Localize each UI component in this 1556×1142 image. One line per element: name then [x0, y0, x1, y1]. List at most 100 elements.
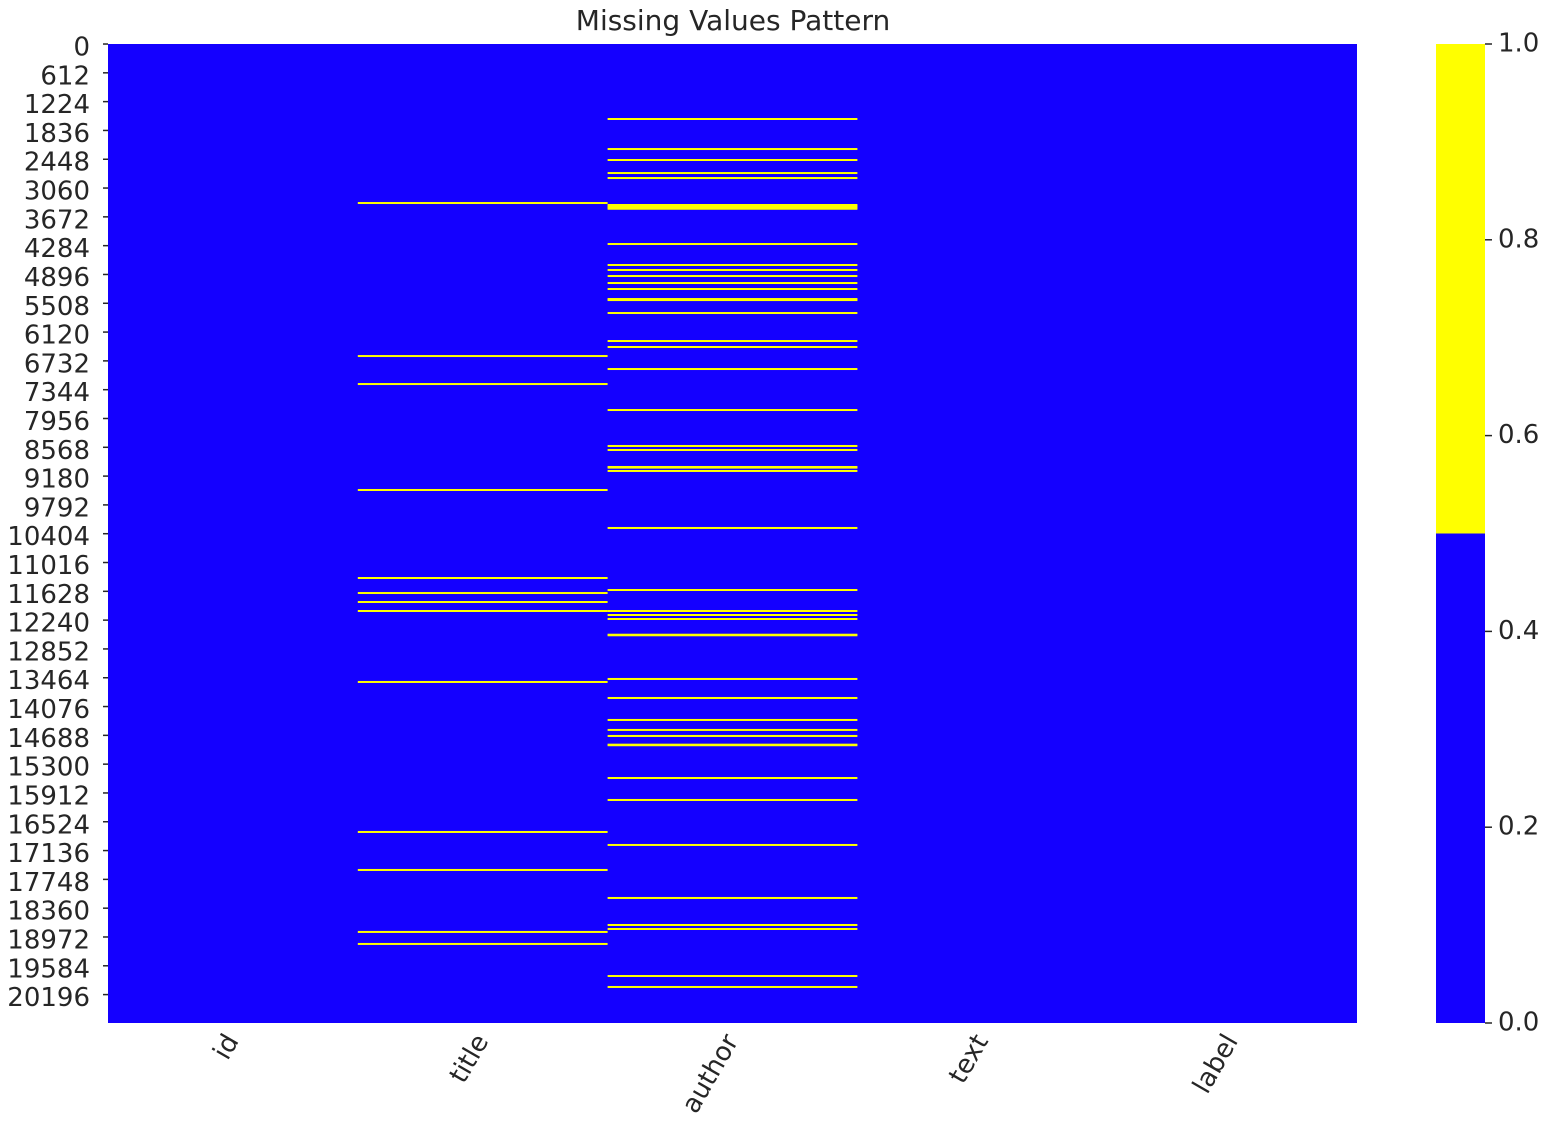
missing-cell — [357, 355, 608, 358]
missing-cell — [357, 942, 608, 945]
y-tick-label: 3060 — [24, 177, 90, 207]
missing-cell — [357, 830, 608, 833]
y-tick-label: 3672 — [24, 205, 90, 235]
missing-cell — [607, 734, 858, 737]
missing-cell — [607, 613, 858, 616]
missing-cell — [607, 158, 858, 161]
missing-cell — [357, 601, 608, 604]
x-tick-label: title — [444, 1029, 495, 1088]
missing-cell — [607, 148, 858, 151]
x-tick-label: label — [1187, 1029, 1244, 1098]
missing-cell — [607, 466, 858, 469]
y-tick-label: 15300 — [7, 753, 90, 783]
missing-cell — [607, 896, 858, 899]
y-tick-label: 7344 — [24, 378, 90, 408]
missing-cell — [607, 744, 858, 747]
missing-cell — [607, 696, 858, 699]
y-tick-label: 9792 — [24, 493, 90, 523]
y-tick-label: 11628 — [7, 580, 90, 610]
missing-cell — [607, 923, 858, 926]
y-tick-label: 1224 — [24, 90, 90, 120]
missing-cell — [607, 299, 858, 302]
missing-cell — [607, 282, 858, 285]
missing-cell — [607, 264, 858, 267]
colorbar-low — [1436, 533, 1485, 1023]
missing-cell — [607, 589, 858, 592]
y-tick-label: 8568 — [24, 436, 90, 466]
colorbar-high — [1436, 44, 1485, 534]
missing-cell — [357, 680, 608, 683]
y-tick-label: 12852 — [7, 637, 90, 667]
y-tick-label: 19584 — [7, 954, 90, 984]
missing-cell — [607, 409, 858, 412]
missing-cell — [357, 202, 608, 205]
y-tick-label: 13464 — [7, 666, 90, 696]
missing-cell — [607, 469, 858, 472]
y-tick-label: 6120 — [24, 321, 90, 351]
y-tick-label: 17748 — [7, 868, 90, 898]
missing-cell — [607, 118, 858, 121]
missing-cell — [607, 718, 858, 721]
x-tick-label: text — [943, 1029, 995, 1088]
y-tick-label: 11016 — [7, 551, 90, 581]
y-tick-label: 6732 — [24, 349, 90, 379]
missing-cell — [607, 207, 858, 210]
missing-cell — [607, 927, 858, 930]
missing-cell — [357, 930, 608, 933]
missing-cell — [357, 383, 608, 386]
y-tick-label: 1836 — [24, 119, 90, 149]
missing-cell — [357, 592, 608, 595]
y-tick-label: 18972 — [7, 925, 90, 955]
missing-cell — [607, 268, 858, 271]
colorbar-tick-label: 0.0 — [1498, 1008, 1539, 1038]
y-tick-label: 14688 — [7, 724, 90, 754]
y-tick-label: 9180 — [24, 465, 90, 495]
missing-cell — [607, 444, 858, 447]
missing-cell — [357, 609, 608, 612]
missing-cell — [607, 340, 858, 343]
y-tick-label: 17136 — [7, 839, 90, 869]
y-tick-label: 12240 — [7, 609, 90, 639]
missing-cell — [607, 985, 858, 988]
y-tick-label: 18360 — [7, 897, 90, 927]
missing-cell — [607, 177, 858, 180]
missing-cell — [607, 275, 858, 278]
y-tick-label: 4896 — [24, 263, 90, 293]
missing-cell — [607, 609, 858, 612]
missing-cell — [607, 448, 858, 451]
missing-cell — [607, 634, 858, 637]
missing-cell — [607, 288, 858, 291]
y-tick-label: 16524 — [7, 810, 90, 840]
missing-cell — [607, 798, 858, 801]
colorbar-tick-label: 0.4 — [1498, 616, 1539, 646]
missing-cell — [607, 172, 858, 175]
missing-cell — [607, 243, 858, 246]
y-tick-label: 7956 — [24, 407, 90, 437]
missing-cell — [357, 577, 608, 580]
missing-cell — [357, 868, 608, 871]
missing-cell — [607, 312, 858, 315]
missing-cell — [607, 526, 858, 529]
y-tick-label: 612 — [40, 61, 90, 91]
x-tick-label: id — [208, 1029, 246, 1065]
x-tick-label: author — [676, 1029, 745, 1118]
y-tick-label: 4284 — [24, 234, 90, 264]
missing-cell — [607, 677, 858, 680]
missing-cell — [607, 776, 858, 779]
missing-cell — [607, 728, 858, 731]
missing-cell — [357, 488, 608, 491]
chart-title: Missing Values Pattern — [576, 4, 890, 37]
y-tick-label: 20196 — [7, 983, 90, 1013]
y-tick-label: 10404 — [7, 522, 90, 552]
missing-cell — [607, 368, 858, 371]
colorbar-tick-label: 0.2 — [1498, 812, 1539, 842]
y-tick-label: 5508 — [24, 292, 90, 322]
y-tick-label: 0 — [73, 33, 90, 63]
y-tick-label: 14076 — [7, 695, 90, 725]
colorbar-tick-label: 0.6 — [1498, 420, 1539, 450]
y-tick-label: 2448 — [24, 148, 90, 178]
colorbar-tick-label: 0.8 — [1498, 224, 1539, 254]
missing-cell — [607, 617, 858, 620]
